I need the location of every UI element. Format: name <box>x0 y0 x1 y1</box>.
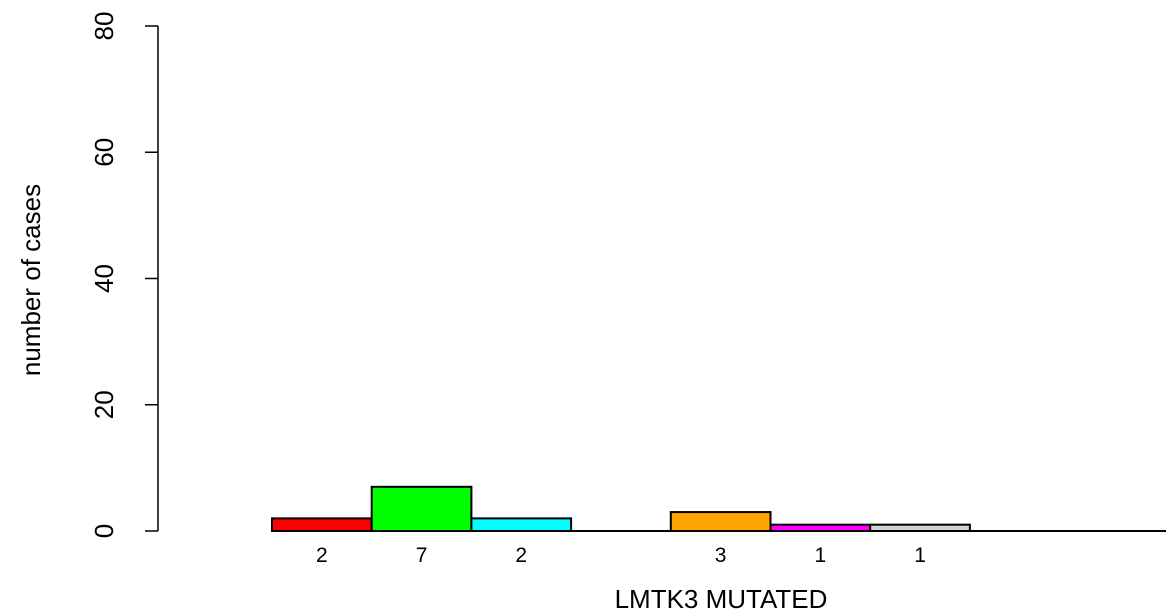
y-axis-label: number of cases <box>16 184 46 376</box>
bar <box>271 517 373 532</box>
bar <box>669 511 772 532</box>
bar-value-label: 2 <box>515 544 527 567</box>
x-axis-label: LMTK3 MUTATED <box>615 584 828 614</box>
bar-value-label: 3 <box>715 544 727 567</box>
y-axis: 0 20 40 60 80 <box>89 12 159 538</box>
bars <box>271 485 971 532</box>
bar <box>370 485 473 532</box>
bar-value-label: 1 <box>815 544 827 567</box>
bar-value-labels: 2 7 2 3 1 1 <box>316 544 926 567</box>
bar-value-label: 7 <box>416 544 428 567</box>
y-tick-label: 40 <box>89 264 119 293</box>
y-tick-label: 0 <box>89 524 119 538</box>
y-tick-label: 80 <box>89 12 119 41</box>
bar-value-label: 1 <box>914 544 926 567</box>
y-tick-label: 20 <box>89 390 119 419</box>
bar <box>470 517 573 532</box>
y-tick-label: 60 <box>89 138 119 167</box>
bar-value-label: 2 <box>316 544 328 567</box>
